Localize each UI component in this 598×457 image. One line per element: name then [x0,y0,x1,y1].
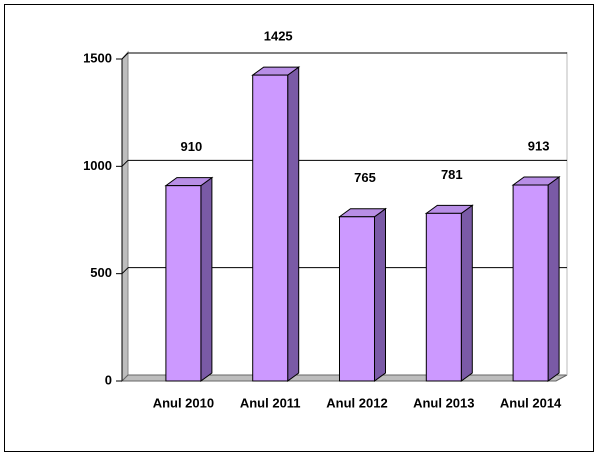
bar-side [374,207,386,382]
bar-side [200,176,213,382]
bar [165,185,202,382]
side-wall [121,50,129,383]
data-label: 1425 [264,29,293,44]
grid-line [121,267,129,275]
bar [512,184,549,382]
bar-side [460,204,473,382]
x-tick-label: Anul 2012 [326,395,387,410]
data-label: 913 [528,138,550,153]
bar [252,74,289,382]
data-label: 910 [181,139,203,154]
y-tick-label: 1500 [83,50,112,65]
data-label: 781 [441,167,463,182]
x-tick-label: Anul 2013 [413,395,474,410]
bar [339,216,375,382]
grid-line [121,159,129,167]
bar-side [287,66,300,382]
bar [425,212,462,382]
y-tick-label: 0 [105,372,112,387]
x-tick-label: Anul 2014 [500,395,562,410]
grid-line [121,52,129,60]
y-tick-label: 500 [90,265,112,280]
x-tick-label: Anul 2011 [240,395,301,410]
x-tick-label: Anul 2010 [153,395,214,410]
data-label: 765 [354,170,376,185]
bar-side [547,176,560,382]
y-tick-label: 1000 [83,158,112,173]
